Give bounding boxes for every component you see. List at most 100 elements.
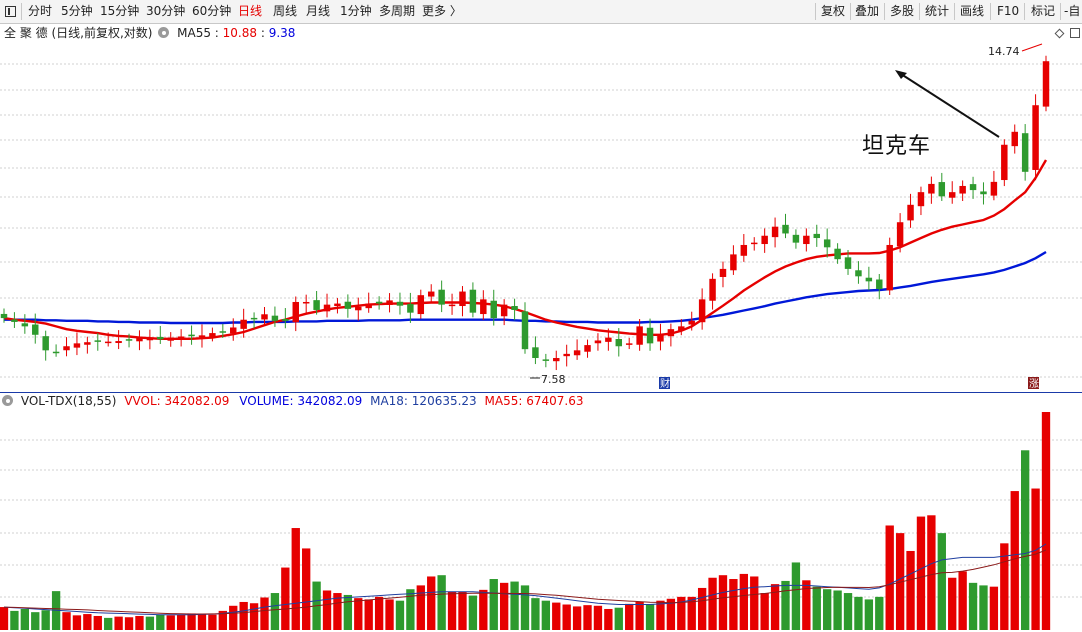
volume-bar xyxy=(437,575,446,630)
volume-bar xyxy=(354,598,363,630)
candle-body xyxy=(344,301,352,309)
tab-60min[interactable]: 60分钟 xyxy=(192,4,232,18)
volume-bar xyxy=(333,593,342,630)
finance-badge[interactable] xyxy=(659,377,670,389)
overlay-button[interactable]: 叠加 xyxy=(855,4,880,18)
candle-body xyxy=(865,277,873,282)
tab-weekly[interactable]: 周线 xyxy=(273,4,298,18)
candle-body xyxy=(188,334,195,337)
candle-body xyxy=(834,248,841,260)
volume-bar xyxy=(124,617,134,630)
candle-body xyxy=(646,327,654,344)
candle-body xyxy=(584,345,591,352)
tab-timeshare[interactable]: 分时 xyxy=(28,4,53,18)
candle-body xyxy=(740,244,748,256)
volume-bar xyxy=(979,585,988,630)
volume-bar xyxy=(374,596,384,630)
statistics-button[interactable]: 统计 xyxy=(925,4,950,18)
candle-body xyxy=(969,184,977,191)
tab-monthly[interactable]: 月线 xyxy=(306,4,331,18)
arrow-head xyxy=(895,70,907,79)
volume-bar xyxy=(760,593,769,630)
candle-body xyxy=(115,341,122,344)
maximize-panel-icon[interactable] xyxy=(1070,28,1080,38)
volume-bar xyxy=(1031,488,1040,630)
candle-body xyxy=(917,192,925,207)
candle-body xyxy=(386,300,393,305)
indicator-settings-icon[interactable] xyxy=(158,27,170,38)
volume-bar xyxy=(833,590,842,630)
candle-body xyxy=(282,318,289,321)
vol-indicator-name: VOL-TDX(18,55) xyxy=(20,394,117,408)
volume-bar xyxy=(312,581,321,630)
restore-rights-button[interactable]: 复权 xyxy=(821,4,846,18)
period-toolbar: 分时 5分钟 15分钟 30分钟 60分钟 日线 周线 月线 1分钟 多周期 更… xyxy=(0,0,1082,24)
f10-button[interactable]: F10 xyxy=(997,4,1020,18)
tank-annotation: 坦克车 xyxy=(862,134,932,159)
volume-bar xyxy=(823,589,832,630)
volume-bar xyxy=(385,599,394,630)
volume-bar xyxy=(260,597,269,630)
volume-settings-icon[interactable] xyxy=(2,395,13,406)
candle-body xyxy=(219,331,227,333)
volume-bar xyxy=(249,603,259,630)
finance-badge-text: 财 xyxy=(660,377,670,390)
candle-body xyxy=(771,226,779,238)
volume-bar xyxy=(468,595,478,630)
candle-body xyxy=(448,304,456,307)
candle-body xyxy=(21,323,29,327)
volume-bar xyxy=(885,525,894,630)
candle-body xyxy=(657,334,664,342)
candle-body xyxy=(928,183,935,194)
tab-multi-period[interactable]: 多周期 xyxy=(379,4,416,18)
volume-bar xyxy=(645,604,655,630)
candle-body xyxy=(167,337,174,341)
volume-bar xyxy=(187,613,196,630)
candle-body xyxy=(427,291,435,297)
volume-bar xyxy=(895,533,905,630)
candle-body xyxy=(323,304,331,312)
volume-bar xyxy=(322,590,332,630)
tab-15min[interactable]: 15分钟 xyxy=(100,4,140,18)
candle-body xyxy=(521,311,529,350)
panel-toggle-icon[interactable] xyxy=(5,6,16,17)
candle-body xyxy=(177,336,185,340)
candle-body xyxy=(792,234,800,243)
diamond-icon[interactable] xyxy=(1054,28,1064,39)
draw-line-button[interactable]: 画线 xyxy=(960,4,985,18)
candle-body xyxy=(751,242,758,245)
tab-daily[interactable]: 日线 xyxy=(238,4,263,18)
vol-ma55-value: 67407.63 xyxy=(526,394,584,408)
candle-body xyxy=(375,301,383,304)
volume-bars xyxy=(0,412,1051,630)
candle-body xyxy=(42,336,49,351)
volume-bar xyxy=(989,586,999,630)
volume-bar xyxy=(291,528,300,630)
vvol-value: 342082.09 xyxy=(164,394,230,408)
volume-bar xyxy=(93,615,102,630)
tab-30min[interactable]: 30分钟 xyxy=(146,4,186,18)
tab-1min[interactable]: 1分钟 xyxy=(340,4,372,18)
stock-name: 全 聚 德 xyxy=(4,26,48,40)
ma-separator: : xyxy=(214,26,223,40)
volume-bar xyxy=(427,576,436,630)
volume-bar xyxy=(635,601,644,630)
candle-body xyxy=(667,329,675,337)
multi-stock-button[interactable]: 多股 xyxy=(890,4,915,18)
volume-bar xyxy=(916,516,926,630)
high-price-label: 14.74 xyxy=(988,45,1020,58)
volume-ma55-line xyxy=(3,549,1047,615)
mark-button[interactable]: 标记 xyxy=(1031,4,1056,18)
limit-up-badge[interactable] xyxy=(1028,377,1039,389)
volume-bar xyxy=(572,606,582,630)
candle-body xyxy=(500,304,508,317)
volume-bar xyxy=(10,610,19,630)
tab-more[interactable]: 更多 〉 xyxy=(422,4,462,18)
candle-body xyxy=(271,315,279,321)
candle-body xyxy=(1011,131,1018,147)
self-select-button[interactable]: -自 xyxy=(1064,4,1081,18)
candle-body xyxy=(615,339,623,347)
volume-bar xyxy=(812,586,821,630)
tab-5min[interactable]: 5分钟 xyxy=(61,4,93,18)
